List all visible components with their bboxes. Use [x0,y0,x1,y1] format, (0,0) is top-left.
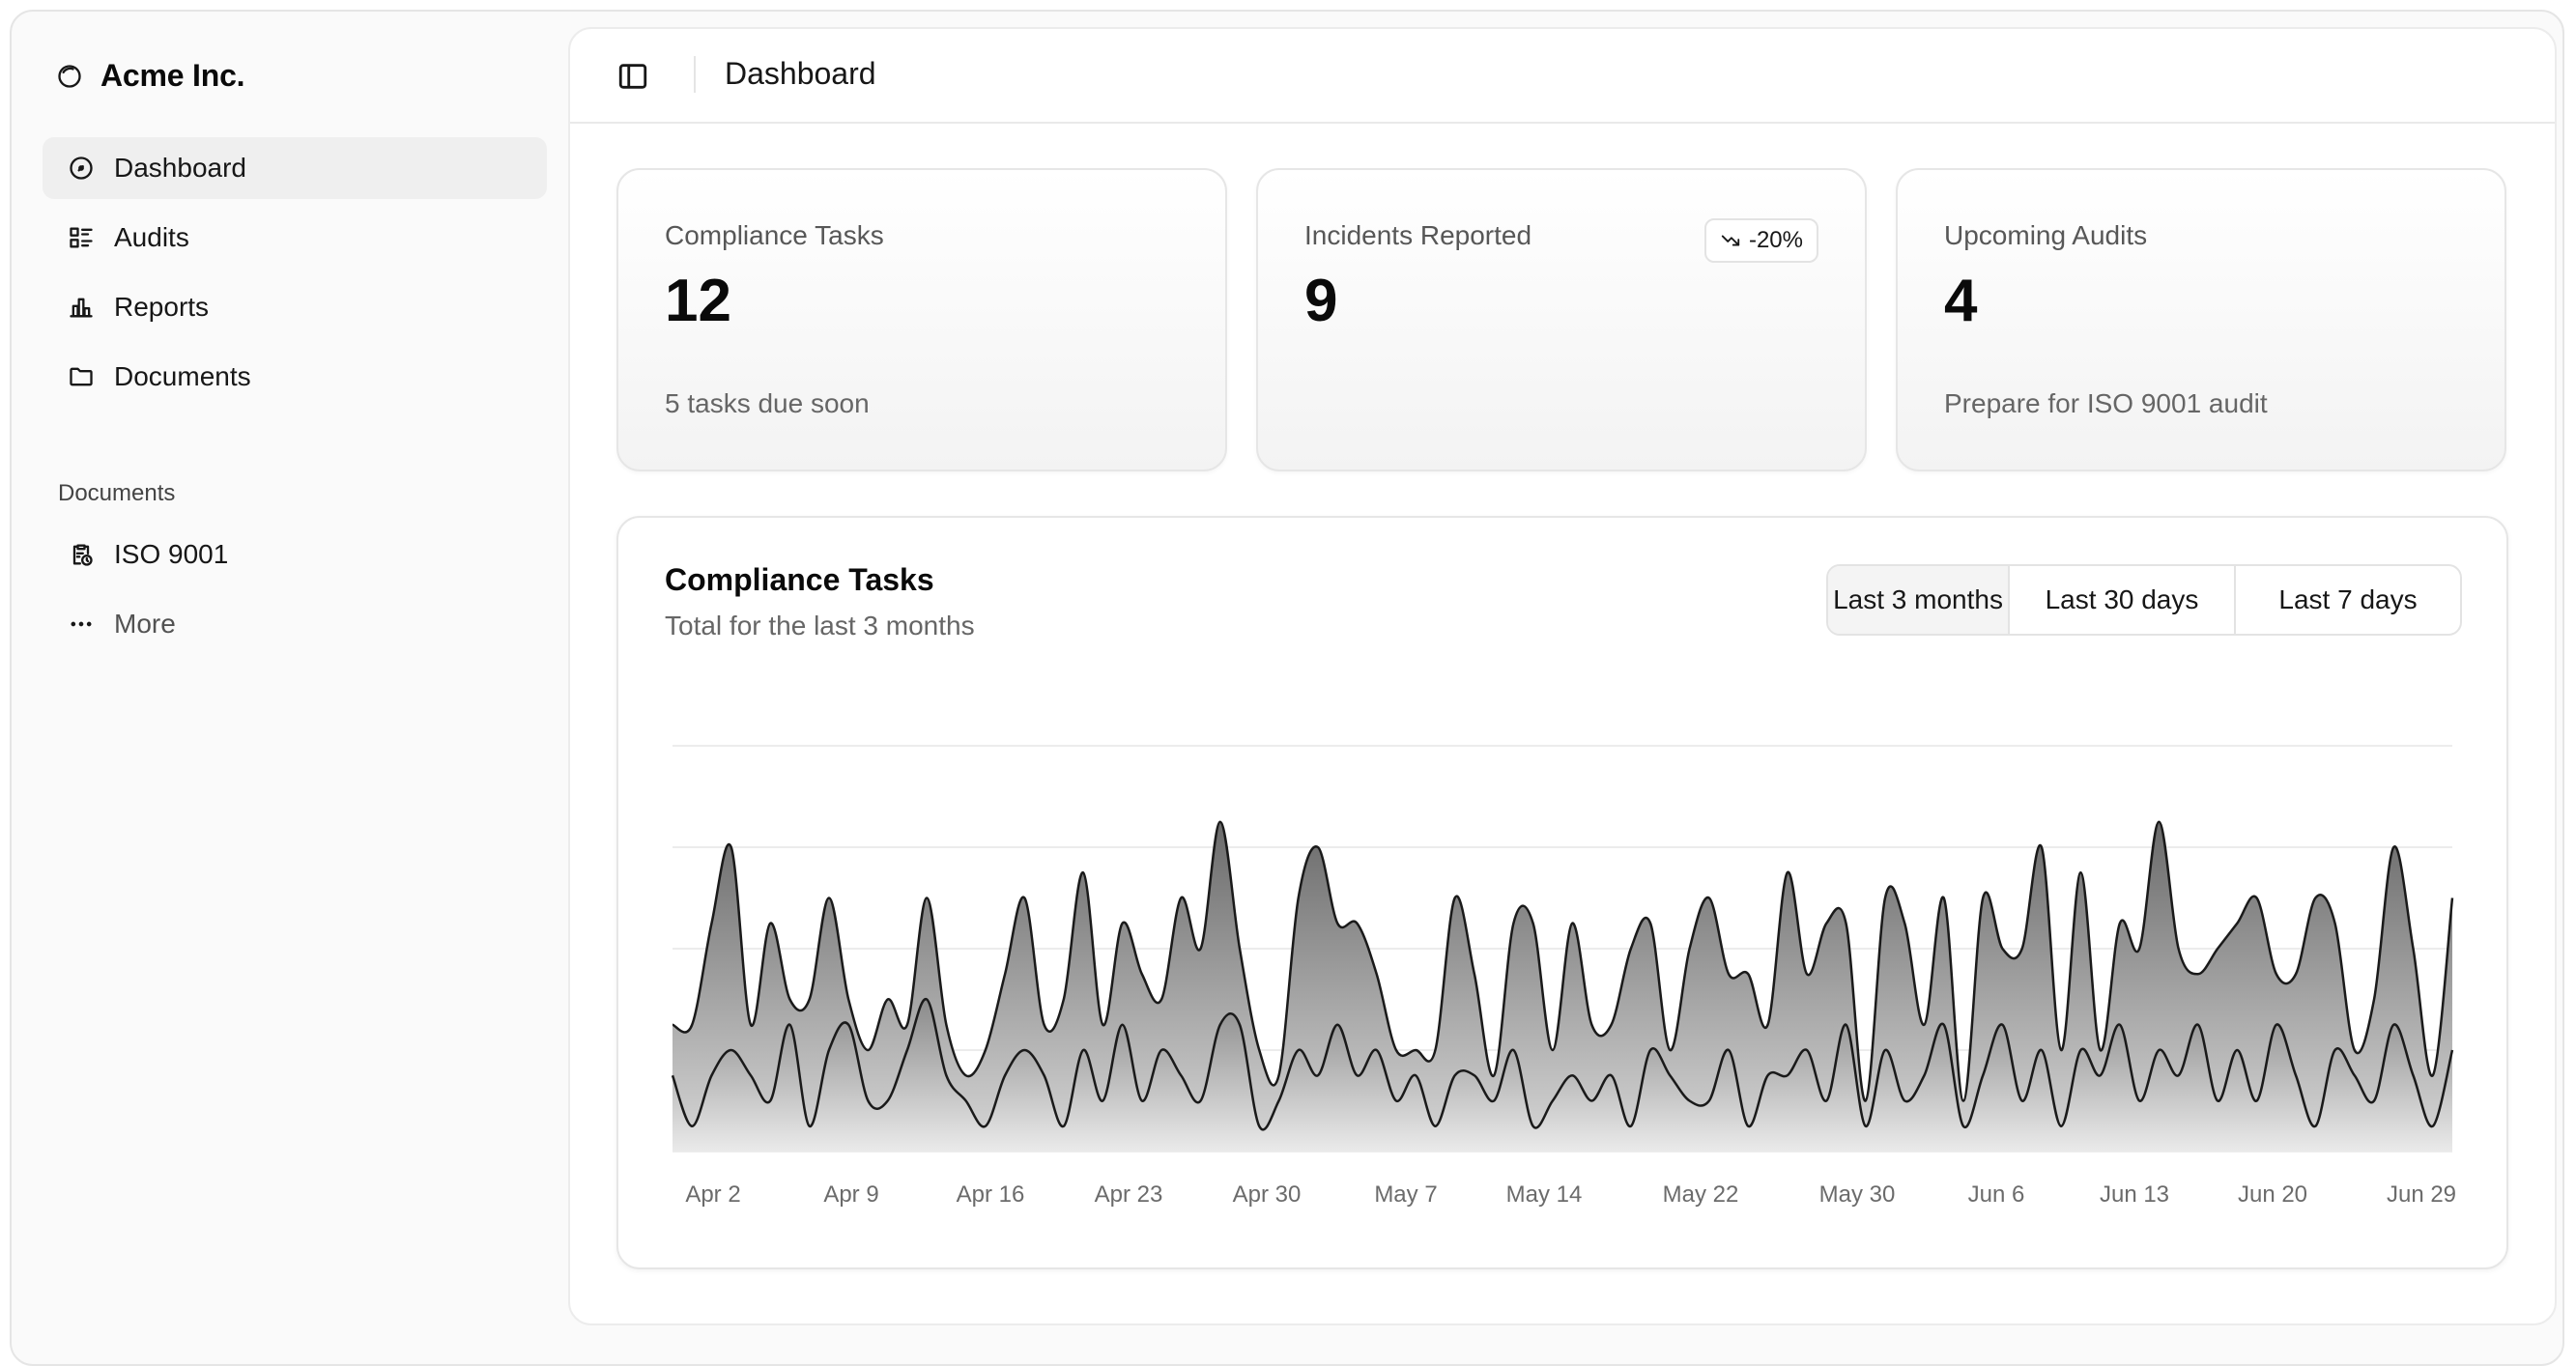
sidebar-item-label: More [114,609,176,639]
bar-chart-icon [68,294,95,321]
x-tick-label: Apr 23 [1095,1181,1163,1208]
gauge-icon [68,155,95,182]
stat-card-compliance-tasks: Compliance Tasks 12 5 tasks due soon [616,168,1227,471]
sidebar-item-label: Documents [114,361,251,391]
sidebar-item-documents[interactable]: Documents [43,346,547,408]
sidebar-item-label: ISO 9001 [114,539,229,569]
stat-card-label: Compliance Tasks [665,220,884,250]
page-title: Dashboard [725,56,876,91]
range-toggle-group: Last 3 months Last 30 days Last 7 days [1826,564,2462,636]
range-last-3-months[interactable]: Last 3 months [1828,566,2010,634]
stat-card-value: 12 [665,268,731,334]
x-tick-label: May 30 [1819,1181,1896,1208]
sidebar: Acme Inc. Dashboard Audits Reports Docum… [10,10,560,1316]
sidebar-item-iso-9001[interactable]: ISO 9001 [43,524,547,585]
main-panel: Dashboard Compliance Tasks 12 5 tasks du… [568,27,2557,1325]
sidebar-section-label: Documents [58,480,176,506]
stat-card-incidents-reported: Incidents Reported -20% 9 [1256,168,1867,471]
list-details-icon [68,224,95,251]
sidebar-item-label: Dashboard [114,153,246,183]
x-tick-label: Apr 9 [823,1181,878,1208]
sidebar-documents-nav: ISO 9001 More [43,524,547,663]
series-1-line [671,998,2454,1131]
sidebar-item-label: Audits [114,222,189,252]
x-tick-label: May 14 [1506,1181,1583,1208]
trending-down-icon [1721,235,1740,246]
x-tick-label: Jun 13 [2100,1181,2169,1208]
stat-card-value: 4 [1944,268,1978,334]
x-tick-label: Jun 6 [1968,1181,2025,1208]
area-chart: Apr 2 Apr 9 Apr 16 Apr 23 Apr 30 May 7 May 14 M… [671,745,2456,1208]
stat-card-label: Incidents Reported [1304,220,1532,250]
chart-subtitle: Total for the last 3 months [665,611,975,640]
stat-card-footer: 5 tasks due soon [665,388,870,418]
range-last-7-days[interactable]: Last 7 days [2278,584,2418,614]
sidebar-item-more[interactable]: More [43,593,547,655]
x-tick-label: Apr 30 [1233,1181,1302,1208]
chart-title: Compliance Tasks [665,562,934,597]
trend-badge: -20% [1703,218,1818,263]
sidebar-item-audits[interactable]: Audits [43,207,547,269]
x-tick-label: Apr 16 [957,1181,1025,1208]
stat-card-label: Upcoming Audits [1944,220,2148,250]
stat-card-footer: Prepare for ISO 9001 audit [1944,388,2268,418]
sidebar-item-label: Reports [114,292,210,322]
brand[interactable]: Acme Inc. [56,58,245,94]
sidebar-nav: Dashboard Audits Reports Documents [43,137,547,415]
x-tick-label: Jun 29 [2387,1181,2456,1208]
x-tick-label: May 22 [1663,1181,1739,1208]
x-tick-label: Jun 20 [2238,1181,2307,1208]
dots-icon [68,611,95,638]
stat-card-upcoming-audits: Upcoming Audits 4 Prepare for ISO 9001 a… [1896,168,2506,471]
x-tick-label: May 7 [1374,1181,1437,1208]
logo-circle-icon [56,63,83,90]
brand-name: Acme Inc. [100,58,245,93]
sidebar-item-reports[interactable]: Reports [43,276,547,338]
header: Dashboard [570,29,2555,124]
stat-card-value: 9 [1304,268,1338,334]
sidebar-toggle-icon [618,64,647,89]
x-tick-label: Apr 2 [685,1181,740,1208]
chart-card: Apr 2 Apr 9 Apr 16 Apr 23 Apr 30 May 7 May 14 M… [616,516,2508,1269]
folder-icon [68,363,95,390]
sidebar-item-dashboard[interactable]: Dashboard [43,137,547,199]
sidebar-toggle-button[interactable] [616,60,649,93]
trend-badge-value: -20% [1748,227,1803,253]
clipboard-clock-icon [68,541,95,568]
range-last-30-days[interactable]: Last 30 days [2010,566,2236,634]
header-divider [694,56,696,93]
series-2-line [672,820,2454,1102]
